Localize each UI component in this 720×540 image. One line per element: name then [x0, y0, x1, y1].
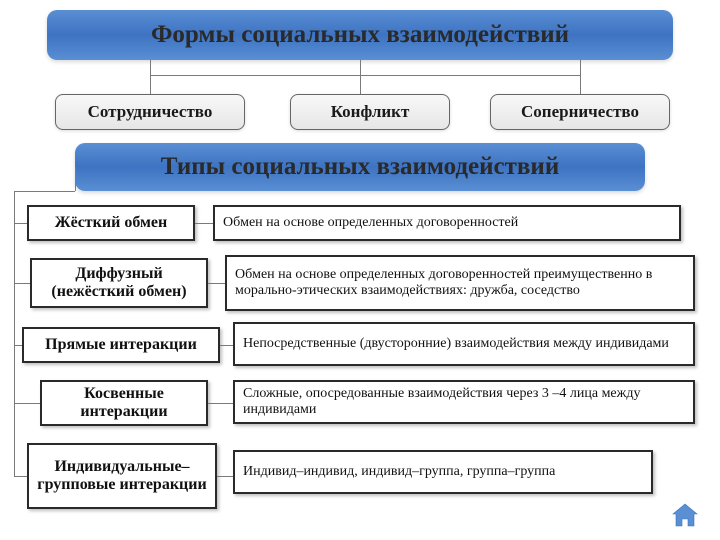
form-label: Конфликт [331, 102, 410, 122]
header-forms-text: Формы социальных взаимодействий [151, 21, 569, 49]
connector-stub [14, 223, 27, 224]
connector-rail [14, 191, 15, 476]
connector-row [220, 345, 233, 346]
form-label: Соперничество [521, 102, 639, 122]
header-types: Типы социальных взаимодействий [75, 143, 645, 191]
header-types-text: Типы социальных взаимодействий [161, 153, 559, 181]
connector [75, 167, 76, 191]
type-right-text: Обмен на основе определенных договоренно… [235, 267, 685, 299]
form-box-cooperation: Сотрудничество [55, 94, 245, 130]
connector-stub [14, 345, 22, 346]
connector-stub [14, 283, 30, 284]
connector-rail-top [14, 191, 75, 192]
connector-stub [14, 403, 40, 404]
type-left-text: Прямые интеракции [45, 336, 197, 354]
type-right-text: Обмен на основе определенных договоренно… [223, 215, 518, 231]
type-left-text: Диффузный (нежёсткий обмен) [32, 265, 206, 301]
header-forms: Формы социальных взаимодействий [47, 10, 673, 60]
type-left-indirect-interactions: Косвенные интеракции [40, 380, 208, 426]
type-left-direct-interactions: Прямые интеракции [22, 327, 220, 363]
connector-row [217, 476, 233, 477]
form-label: Сотрудничество [88, 102, 213, 122]
connector-row [195, 223, 213, 224]
connector-row [208, 283, 225, 284]
type-left-hard-exchange: Жёсткий обмен [27, 205, 195, 241]
type-right-individual-group: Индивид–индивид, индивид–группа, группа–… [233, 450, 653, 494]
type-right-text: Индивид–индивид, индивид–группа, группа–… [243, 464, 555, 480]
type-left-text: Косвенные интеракции [42, 385, 206, 421]
type-right-direct-interactions: Непосредственные (двусторонние) взаимоде… [233, 322, 695, 366]
form-box-rivalry: Соперничество [490, 94, 670, 130]
type-left-text: Индивидуальные–групповые интеракции [29, 458, 215, 494]
type-right-text: Сложные, опосредованные взаимодействия ч… [243, 386, 685, 418]
type-left-text: Жёсткий обмен [55, 214, 167, 232]
connector [360, 60, 361, 94]
type-right-indirect-interactions: Сложные, опосредованные взаимодействия ч… [233, 380, 695, 424]
type-left-individual-group: Индивидуальные–групповые интеракции [27, 443, 217, 509]
connector [150, 60, 151, 94]
form-box-conflict: Конфликт [290, 94, 450, 130]
connector [580, 60, 581, 94]
type-right-hard-exchange: Обмен на основе определенных договоренно… [213, 205, 681, 241]
type-right-text: Непосредственные (двусторонние) взаимоде… [243, 336, 669, 352]
type-right-diffuse-exchange: Обмен на основе определенных договоренно… [225, 255, 695, 311]
connector-stub [14, 476, 27, 477]
type-left-diffuse-exchange: Диффузный (нежёсткий обмен) [30, 258, 208, 308]
home-icon[interactable] [670, 502, 700, 528]
connector-row [208, 403, 233, 404]
connector [150, 75, 580, 76]
